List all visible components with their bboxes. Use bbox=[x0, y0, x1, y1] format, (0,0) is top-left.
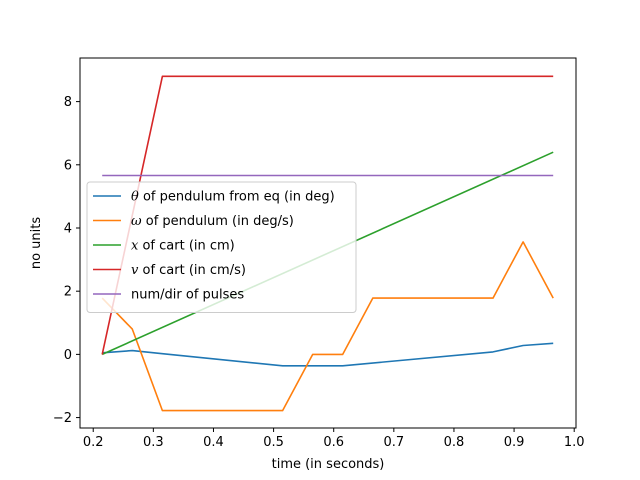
x-tick-label: 0.4 bbox=[203, 435, 224, 450]
legend: θ of pendulum from eq (in deg) ω of pendu… bbox=[86, 181, 357, 313]
y-tick-label: 2 bbox=[64, 285, 72, 300]
legend-entry: x of cart (in cm) bbox=[131, 239, 235, 254]
y-tick-label: 4 bbox=[64, 221, 72, 236]
series-line-2 bbox=[101, 241, 554, 412]
x-tick-label: 0.3 bbox=[143, 435, 164, 450]
x-tick-label: 0.5 bbox=[263, 435, 284, 450]
legend-entry-symbol: v bbox=[131, 263, 142, 278]
y-tick-label: 8 bbox=[64, 95, 72, 110]
x-tick-label: 0.2 bbox=[83, 435, 104, 450]
y-tick-label: 6 bbox=[64, 158, 72, 173]
x-axis-label: time (in seconds) bbox=[272, 457, 385, 472]
y-tick-label: −2 bbox=[53, 411, 72, 426]
x-axis: 0.2 0.3 0.4 0.5 0.6 0.7 0.8 0.9 1.0 bbox=[83, 428, 585, 450]
legend-box bbox=[86, 181, 357, 313]
legend-entry-label: of pendulum (in deg/s) bbox=[146, 214, 294, 229]
x-tick-label: 1.0 bbox=[564, 435, 585, 450]
y-axis: −2 0 2 4 6 8 bbox=[53, 95, 80, 426]
series-line-1 bbox=[102, 342, 554, 367]
legend-entry: v of cart (in cm/s) bbox=[131, 263, 246, 278]
y-axis-label: no units bbox=[29, 217, 44, 270]
legend-entry-symbol: ω bbox=[131, 214, 146, 229]
legend-entry-symbol: θ bbox=[131, 190, 143, 205]
y-tick-label: 0 bbox=[64, 348, 72, 363]
legend-entry-label: of cart (in cm) bbox=[142, 239, 234, 254]
legend-entry-label: of cart (in cm/s) bbox=[142, 263, 245, 278]
legend-entry-label: of pendulum from eq (in deg) bbox=[143, 190, 335, 205]
legend-entry-symbol: x bbox=[131, 239, 142, 254]
legend-entry: θ of pendulum from eq (in deg) bbox=[131, 190, 335, 205]
x-tick-label: 0.8 bbox=[444, 435, 465, 450]
x-tick-label: 0.6 bbox=[323, 435, 344, 450]
legend-entry-label: num/dir of pulses bbox=[131, 288, 244, 303]
plot-frame bbox=[79, 57, 577, 429]
x-tick-label: 0.9 bbox=[504, 435, 525, 450]
legend-entry: ω of pendulum (in deg/s) bbox=[131, 214, 294, 229]
x-tick-label: 0.7 bbox=[383, 435, 404, 450]
legend-entry: num/dir of pulses bbox=[131, 288, 244, 303]
